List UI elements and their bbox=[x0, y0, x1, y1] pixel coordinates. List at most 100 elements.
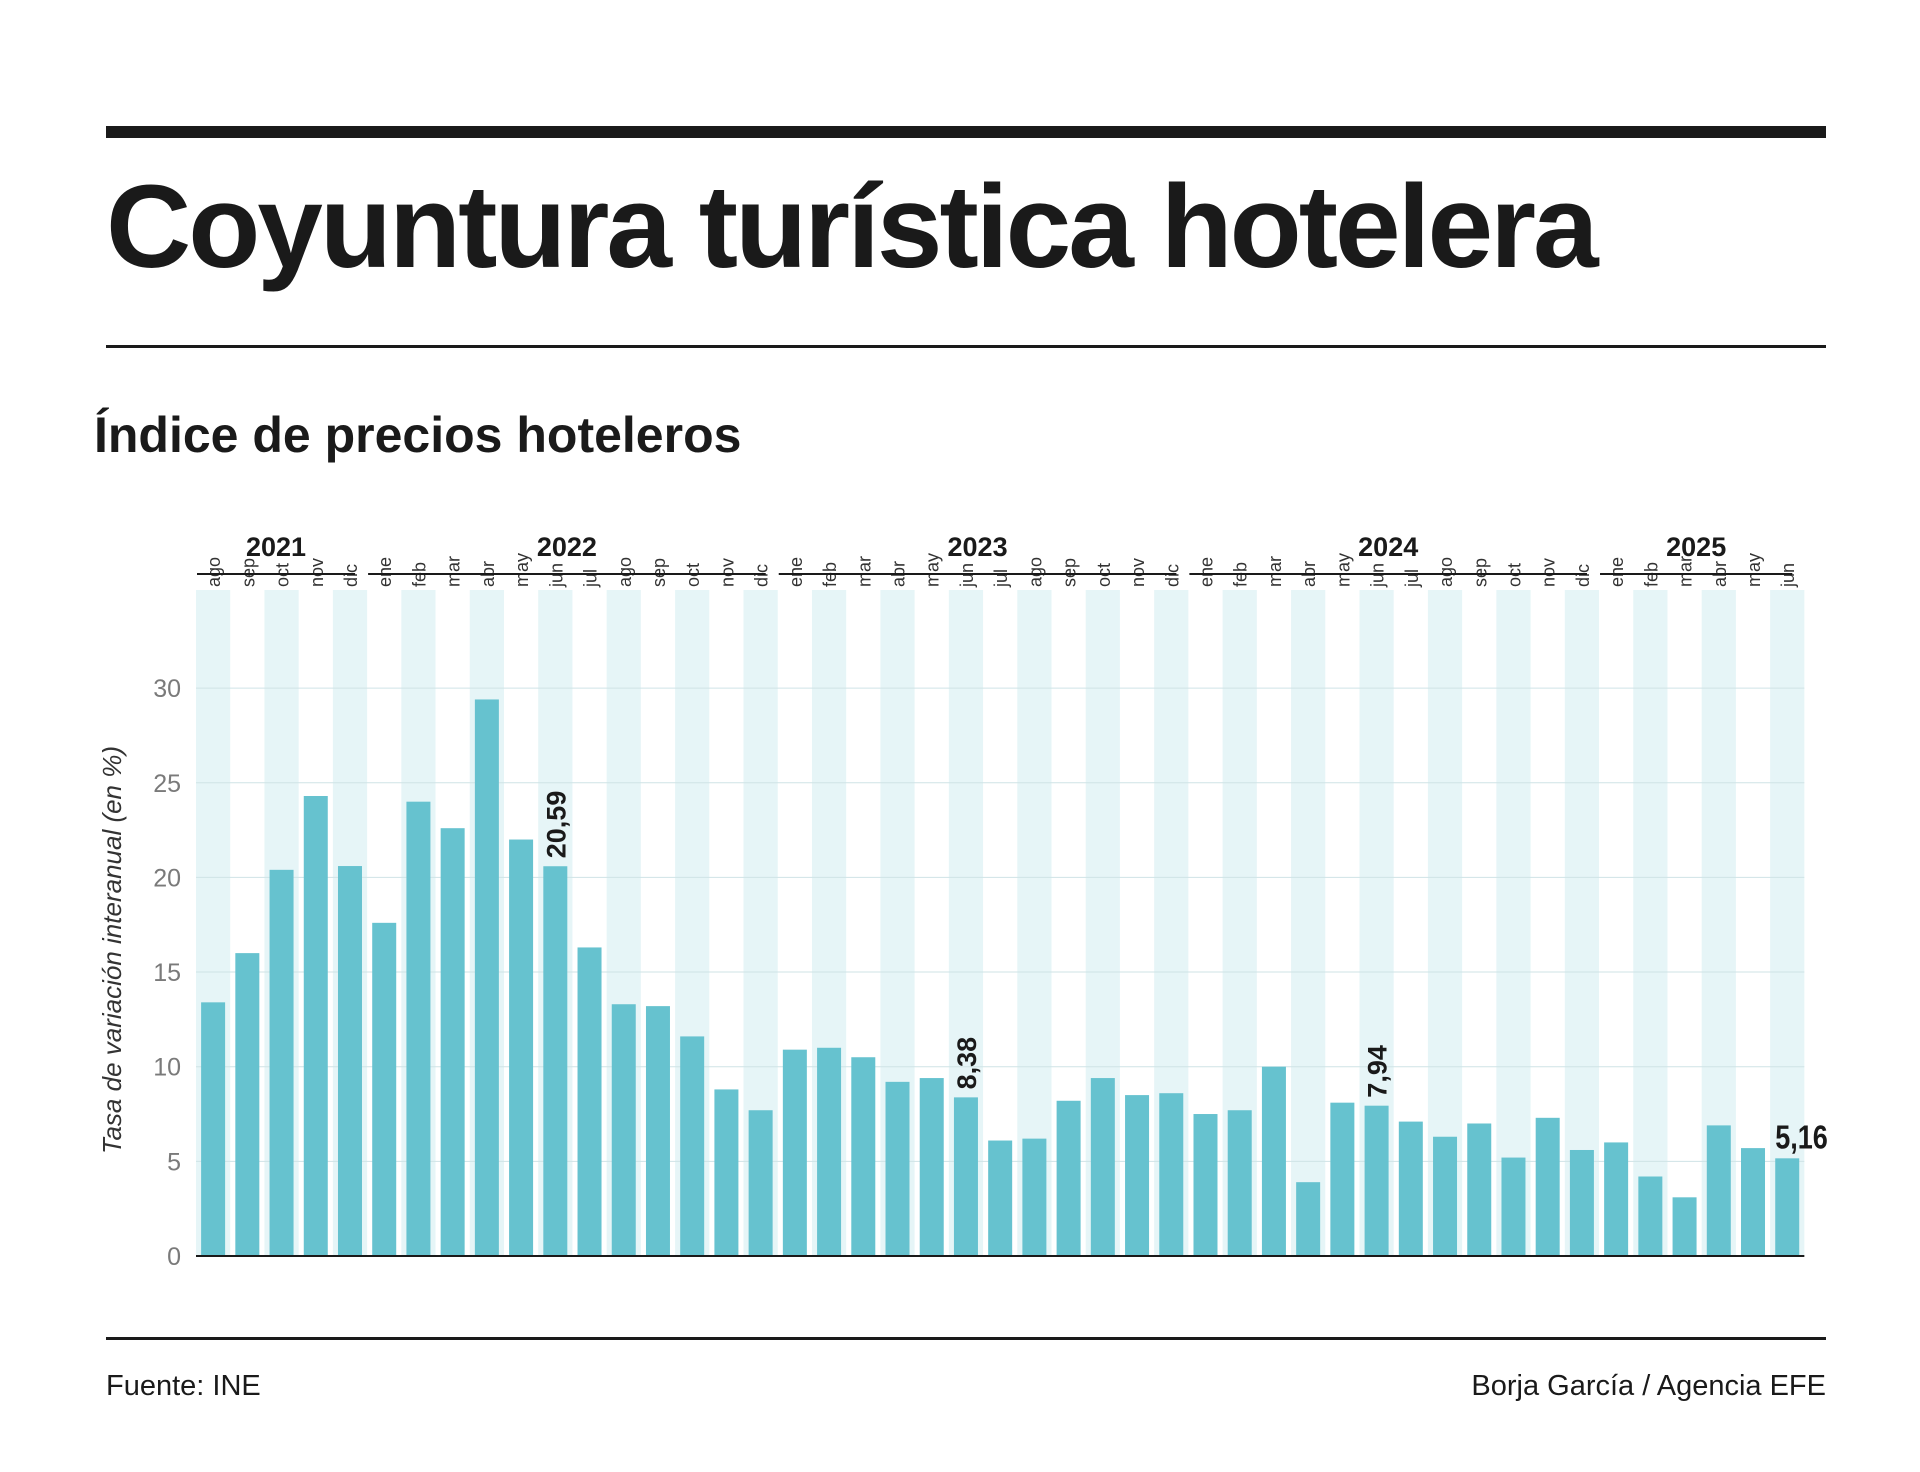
month-label: ago bbox=[1436, 557, 1456, 587]
month-label: ene bbox=[1607, 557, 1627, 587]
bar bbox=[1775, 1158, 1800, 1256]
bar bbox=[1056, 1100, 1081, 1256]
data-label: 20,59 bbox=[541, 791, 571, 859]
bar bbox=[851, 1057, 876, 1256]
month-label: ene bbox=[1196, 557, 1216, 587]
month-label: jun bbox=[1778, 563, 1798, 588]
bar bbox=[1672, 1197, 1697, 1256]
bar bbox=[509, 839, 534, 1256]
year-label: 2022 bbox=[537, 532, 597, 562]
year-label: 2024 bbox=[1358, 532, 1418, 562]
data-labels: 20,59 8,38 7,94 5,16 bbox=[541, 791, 1828, 1156]
month-label: sep bbox=[1470, 558, 1490, 587]
month-label: jul bbox=[991, 569, 1011, 588]
bar bbox=[953, 1097, 978, 1256]
bar bbox=[577, 947, 602, 1256]
month-label: mar bbox=[1676, 556, 1696, 587]
month-label: ago bbox=[1025, 557, 1045, 587]
month-label: nov bbox=[717, 558, 737, 587]
bar bbox=[1227, 1110, 1252, 1256]
bar bbox=[372, 922, 397, 1256]
month-label: sep bbox=[238, 558, 258, 587]
y-tick-label: 15 bbox=[153, 959, 181, 987]
bar bbox=[645, 1006, 670, 1256]
month-label: jul bbox=[1402, 569, 1422, 588]
bar bbox=[201, 1002, 226, 1256]
column-stripe bbox=[1564, 590, 1600, 1256]
bar bbox=[1433, 1136, 1458, 1256]
month-label: sep bbox=[649, 558, 669, 587]
chart-subtitle: Índice de precios hoteleros bbox=[94, 407, 742, 463]
bar bbox=[1296, 1182, 1321, 1256]
month-labels: ago sep oct nov dic ene feb mar abr may jun jul ago s… bbox=[204, 553, 1798, 588]
title-divider bbox=[106, 345, 1826, 348]
month-label: nov bbox=[307, 558, 327, 587]
bar bbox=[303, 796, 328, 1256]
bar bbox=[1569, 1149, 1594, 1256]
month-label: nov bbox=[1128, 558, 1148, 587]
bar bbox=[406, 801, 431, 1256]
year-label: 2023 bbox=[948, 532, 1008, 562]
bar bbox=[1159, 1093, 1184, 1256]
source-note: Fuente: INE bbox=[106, 1370, 261, 1402]
month-label: may bbox=[923, 553, 943, 587]
bar bbox=[988, 1140, 1013, 1256]
bar bbox=[680, 1036, 705, 1256]
bar bbox=[1330, 1102, 1355, 1256]
bar bbox=[1090, 1078, 1115, 1256]
bar bbox=[1261, 1066, 1286, 1256]
month-label: may bbox=[512, 553, 532, 587]
year-headers: 2021 2022 2023 2024 2025 bbox=[197, 532, 1793, 575]
month-label: ene bbox=[786, 557, 806, 587]
y-axis: 0 5 10 15 20 25 30 Tasa de variación interanual… bbox=[97, 675, 181, 1271]
data-label: 7,94 bbox=[1363, 1045, 1393, 1098]
bar bbox=[782, 1049, 807, 1256]
footer-divider bbox=[106, 1337, 1826, 1340]
bar bbox=[1535, 1117, 1560, 1256]
month-label: dic bbox=[341, 564, 361, 587]
month-label: ene bbox=[375, 557, 395, 587]
column-stripe bbox=[1770, 590, 1805, 1256]
bar bbox=[1398, 1121, 1423, 1256]
month-label: sep bbox=[1060, 558, 1080, 587]
month-label: may bbox=[1333, 553, 1353, 587]
page-title: Coyuntura turística hotelera bbox=[106, 161, 1599, 293]
bar bbox=[817, 1047, 842, 1256]
credit-note: Borja García / Agencia EFE bbox=[1471, 1370, 1826, 1402]
bar bbox=[440, 828, 465, 1256]
month-label: jul bbox=[581, 569, 601, 588]
y-tick-label: 0 bbox=[167, 1243, 181, 1271]
month-label: dic bbox=[1162, 564, 1182, 587]
y-axis-title: Tasa de variación interanual (en %) bbox=[97, 746, 127, 1154]
bar bbox=[714, 1089, 739, 1256]
bar bbox=[235, 953, 260, 1256]
bar bbox=[269, 869, 294, 1256]
y-tick-label: 30 bbox=[153, 675, 181, 703]
month-label: mar bbox=[444, 556, 464, 587]
bar bbox=[1467, 1123, 1492, 1256]
month-label: ago bbox=[204, 557, 224, 587]
bar bbox=[611, 1004, 636, 1256]
bar bbox=[1022, 1138, 1047, 1256]
bar bbox=[1364, 1105, 1389, 1256]
bar bbox=[1501, 1157, 1526, 1256]
bar bbox=[543, 866, 568, 1256]
year-label: 2025 bbox=[1666, 532, 1726, 562]
column-stripe bbox=[1633, 590, 1668, 1256]
bar bbox=[474, 699, 499, 1256]
year-label: 2021 bbox=[246, 532, 306, 562]
month-label: jun bbox=[546, 563, 566, 588]
column-stripe bbox=[1291, 590, 1326, 1256]
y-tick-label: 20 bbox=[153, 864, 181, 892]
month-label: nov bbox=[1539, 558, 1559, 587]
month-label: mar bbox=[1265, 556, 1285, 587]
bar bbox=[1638, 1176, 1663, 1256]
month-label: ago bbox=[615, 557, 635, 587]
bar bbox=[1706, 1125, 1731, 1256]
month-label: dic bbox=[1573, 564, 1593, 587]
column-stripe bbox=[1496, 590, 1531, 1256]
bars bbox=[201, 699, 1800, 1256]
bar bbox=[885, 1081, 910, 1256]
month-label: jun bbox=[1368, 563, 1388, 588]
data-label: 5,16 bbox=[1775, 1120, 1828, 1156]
